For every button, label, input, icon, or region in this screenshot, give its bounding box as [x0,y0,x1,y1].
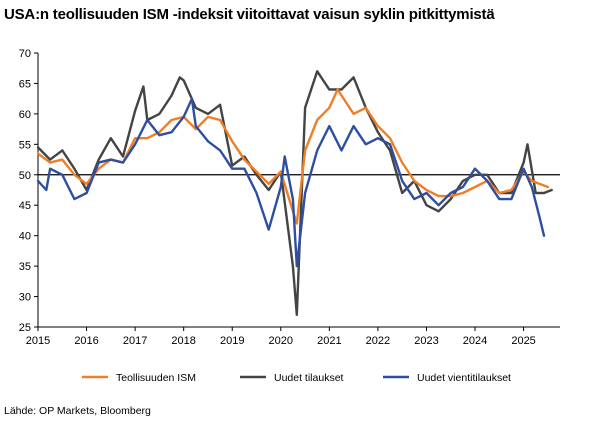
x-tick-label: 2017 [123,335,147,347]
source-note: Lähde: OP Markets, Bloomberg [4,405,151,417]
legend-label: Uudet vientitilaukset [417,372,511,384]
x-tick-label: 2015 [26,335,50,347]
y-tick-label: 40 [19,231,31,243]
series-group [36,70,553,316]
x-tick-label: 2021 [317,335,341,347]
legend-label: Uudet tilaukset [274,372,344,384]
x-tick-label: 2022 [366,335,390,347]
y-tick-label: 55 [19,139,31,151]
x-tick-label: 2023 [414,335,438,347]
y-tick-label: 70 [19,48,31,60]
series-line-3 [36,97,546,268]
y-tick-label: 25 [19,322,31,334]
y-tick-label: 65 [19,78,31,90]
x-tick-label: 2025 [511,335,535,347]
y-tick-label: 45 [19,200,31,212]
y-tick-label: 60 [19,109,31,121]
x-tick-label: 2019 [220,335,244,347]
series-line-2 [36,70,553,316]
x-tick-label: 2018 [171,335,195,347]
x-tick-label: 2016 [74,335,98,347]
y-tick-label: 50 [19,170,31,182]
y-axis-ticks: 25 30 35 40 45 50 55 60 65 70 [19,48,38,334]
y-tick-label: 30 [19,292,31,304]
chart-title: USA:n teollisuuden ISM -indeksit viitoit… [4,6,495,23]
y-tick-label: 35 [19,261,31,273]
legend-label: Teollisuuden ISM [116,372,196,384]
x-tick-label: 2020 [269,335,293,347]
x-axis-ticks: 2015 2016 2017 2018 2019 2020 2021 2022 2023 2024… [26,327,536,347]
x-tick-label: 2024 [463,335,487,347]
legend: Teollisuuden ISM Uudet tilaukset Uudet vie… [82,372,511,384]
